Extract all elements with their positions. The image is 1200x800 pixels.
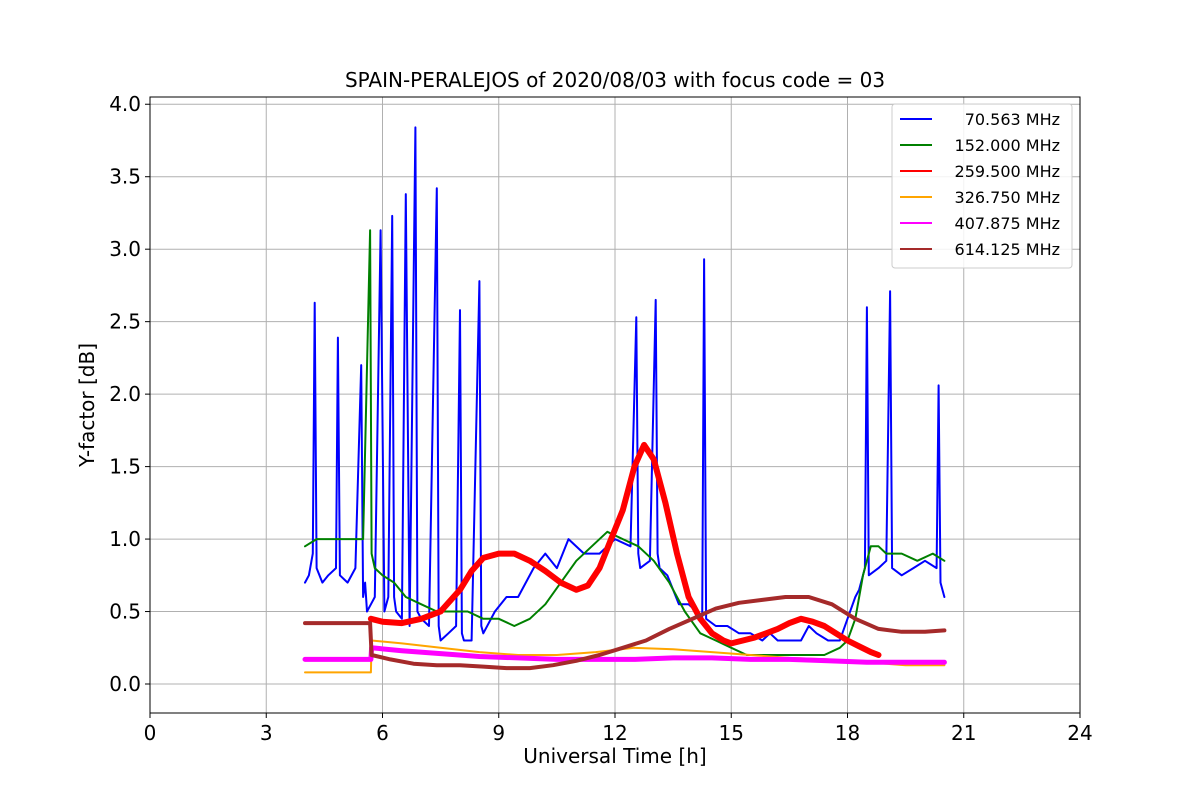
y-tick-label: 3.0 <box>109 237 141 261</box>
y-tick-label: 2.5 <box>109 310 141 334</box>
x-tick-label: 18 <box>835 721 860 745</box>
x-axis-label: Universal Time [h] <box>523 744 706 768</box>
legend-label: 152.000 MHz <box>955 136 1060 155</box>
series-layer <box>302 126 947 674</box>
series-line-70-563-mhz <box>304 126 946 642</box>
x-axis: 0 3 6 9 12 15 18 21 24 <box>144 713 1093 745</box>
legend-label: 326.750 MHz <box>955 188 1060 207</box>
y-tick-label: 2.0 <box>109 382 141 406</box>
y-tick-label: 1.0 <box>109 527 141 551</box>
y-axis-label: Y-factor [dB] <box>75 343 99 468</box>
legend-label: 407.875 MHz <box>955 214 1060 233</box>
y-tick-label: 1.5 <box>109 455 141 479</box>
x-tick-label: 15 <box>719 721 744 745</box>
x-tick-label: 6 <box>376 721 389 745</box>
legend-label: 259.500 MHz <box>955 162 1060 181</box>
chart-title: SPAIN-PERALEJOS of 2020/08/03 with focus… <box>345 68 885 92</box>
legend: 70.563 MHz 152.000 MHz 259.500 MHz 326.750 … <box>891 103 1073 269</box>
y-tick-label: 0.0 <box>109 672 141 696</box>
x-tick-label: 21 <box>951 721 976 745</box>
x-tick-label: 9 <box>492 721 505 745</box>
legend-label: 70.563 MHz <box>965 110 1060 129</box>
legend-label: 614.125 MHz <box>955 240 1060 259</box>
y-tick-label: 3.5 <box>109 165 141 189</box>
x-tick-label: 3 <box>260 721 273 745</box>
y-tick-label: 4.0 <box>109 92 141 116</box>
series-line-614-125-mhz <box>303 595 947 671</box>
x-tick-label: 24 <box>1067 721 1092 745</box>
x-tick-label: 12 <box>602 721 627 745</box>
y-tick-label: 0.5 <box>109 600 141 624</box>
legend-box <box>891 103 1073 269</box>
series-line-259-500-mhz <box>367 441 882 658</box>
y-axis: 0.0 0.5 1.0 1.5 2.0 2.5 3.0 3.5 4.0 <box>109 92 150 696</box>
x-tick-label: 0 <box>144 721 157 745</box>
